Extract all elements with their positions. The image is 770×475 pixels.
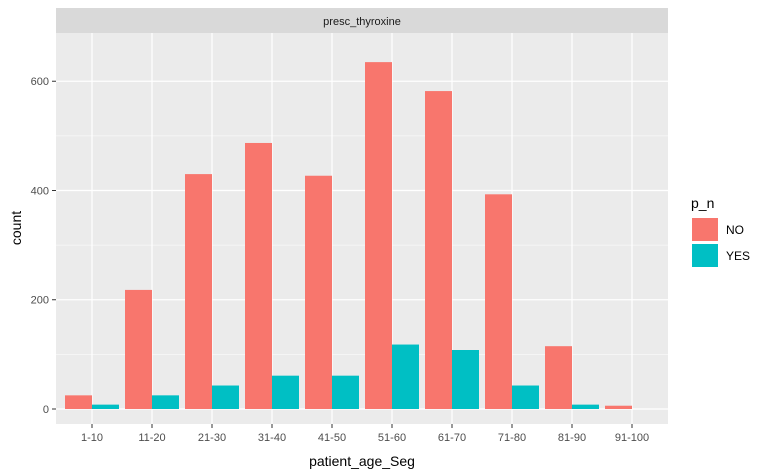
bar-no-61-70 xyxy=(425,91,452,409)
bar-no-21-30 xyxy=(185,174,212,409)
x-tick-label: 61-70 xyxy=(438,432,466,444)
bar-no-71-80 xyxy=(485,194,512,409)
bar-no-81-90 xyxy=(545,346,572,409)
x-tick-label: 71-80 xyxy=(498,432,526,444)
y-tick-label: 400 xyxy=(31,185,49,197)
x-tick-label: 41-50 xyxy=(318,432,346,444)
legend-label-no: NO xyxy=(726,223,744,237)
bar-yes-81-90 xyxy=(572,404,599,409)
bar-yes-31-40 xyxy=(272,375,299,409)
bar-no-91-100 xyxy=(605,405,632,409)
x-tick-label: 51-60 xyxy=(378,432,406,444)
bar-no-41-50 xyxy=(305,175,332,409)
x-tick-label: 31-40 xyxy=(258,432,286,444)
legend-key-no xyxy=(692,218,718,241)
bar-yes-51-60 xyxy=(392,344,419,409)
y-axis: 0 200 400 600 xyxy=(31,76,56,416)
bar-yes-71-80 xyxy=(512,385,539,409)
bars xyxy=(65,62,632,409)
bar-yes-1-10 xyxy=(92,404,119,409)
y-tick-label: 0 xyxy=(43,404,49,416)
y-tick-label: 600 xyxy=(31,76,49,88)
x-axis: 1-10 11-20 21-30 31-40 41-50 51-60 61-70 71-80 8… xyxy=(81,424,649,444)
facet-strip-label: presc_thyroxine xyxy=(323,16,401,28)
bar-no-1-10 xyxy=(65,395,92,409)
bar-yes-41-50 xyxy=(332,375,359,409)
legend-key-yes xyxy=(692,244,718,267)
legend: p_n NO YES xyxy=(691,195,750,267)
bar-yes-11-20 xyxy=(152,395,179,409)
x-tick-label: 91-100 xyxy=(615,432,649,444)
x-tick-label: 81-90 xyxy=(558,432,586,444)
bar-no-31-40 xyxy=(245,142,272,409)
legend-label-yes: YES xyxy=(726,249,750,263)
x-tick-label: 1-10 xyxy=(81,432,103,444)
legend-title: p_n xyxy=(691,195,714,211)
bar-yes-61-70 xyxy=(452,350,479,409)
x-tick-label: 21-30 xyxy=(198,432,226,444)
bar-no-11-20 xyxy=(125,289,152,409)
bar-no-51-60 xyxy=(365,62,392,409)
x-tick-label: 11-20 xyxy=(138,432,165,444)
y-tick-label: 200 xyxy=(31,295,49,307)
x-axis-title: patient_age_Seg xyxy=(309,453,415,469)
y-axis-title: count xyxy=(8,211,24,245)
facet-strip xyxy=(56,8,668,33)
bar-yes-21-30 xyxy=(212,385,239,409)
